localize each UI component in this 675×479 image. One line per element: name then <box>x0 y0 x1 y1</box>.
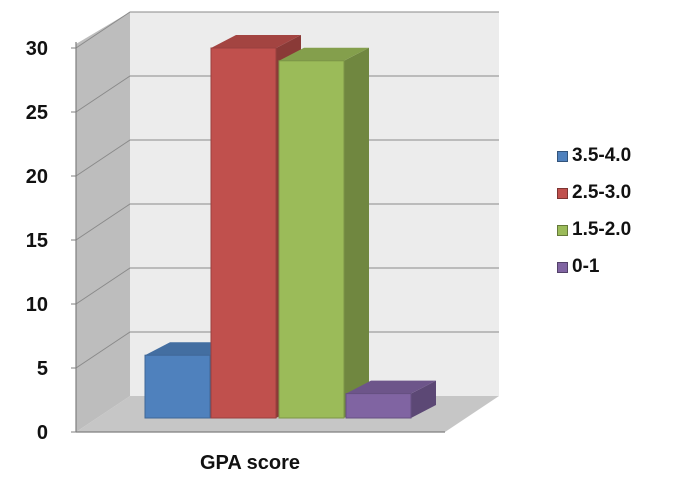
legend-swatch <box>557 187 568 199</box>
bar-3.5-4.0 <box>144 354 211 419</box>
legend-label: 3.5-4.0 <box>572 145 632 166</box>
bar-2.5-3.0 <box>210 47 277 419</box>
legend-swatch <box>557 150 568 162</box>
bar-1.5-2.0 <box>278 60 345 419</box>
legend-label: 2.5-3.0 <box>572 182 632 203</box>
gridline <box>75 267 499 305</box>
y-tick-label: 20 <box>26 166 48 188</box>
gridline <box>75 331 499 369</box>
legend-item: 3.5-4.0 <box>557 145 672 166</box>
y-tick-label: 30 <box>26 38 48 60</box>
legend-label: 0-1 <box>572 256 600 277</box>
y-tick-label: 15 <box>26 230 48 252</box>
legend-item: 2.5-3.0 <box>557 182 672 203</box>
gridline <box>75 139 499 177</box>
bar-side <box>411 380 436 418</box>
y-tick-label: 5 <box>37 358 48 380</box>
bar-0-1 <box>345 393 412 419</box>
gridline <box>75 203 499 241</box>
y-tick-label: 0 <box>37 422 48 444</box>
gridline <box>75 75 499 113</box>
bar-side <box>344 47 369 419</box>
legend-item: 0-1 <box>557 256 672 277</box>
bar-top <box>279 47 369 61</box>
legend-label: 1.5-2.0 <box>572 219 632 240</box>
y-tick-label: 10 <box>26 294 48 316</box>
legend-swatch <box>557 224 568 236</box>
bar-top <box>211 35 301 48</box>
bar-top <box>346 380 436 394</box>
chart-legend: 3.5-4.0 2.5-3.0 1.5-2.0 0-1 <box>557 145 672 295</box>
y-tick-label: 25 <box>26 102 48 124</box>
gridline <box>75 11 499 49</box>
legend-item: 1.5-2.0 <box>557 219 672 240</box>
legend-swatch <box>557 261 568 273</box>
x-axis-title: GPA score <box>199 452 301 474</box>
